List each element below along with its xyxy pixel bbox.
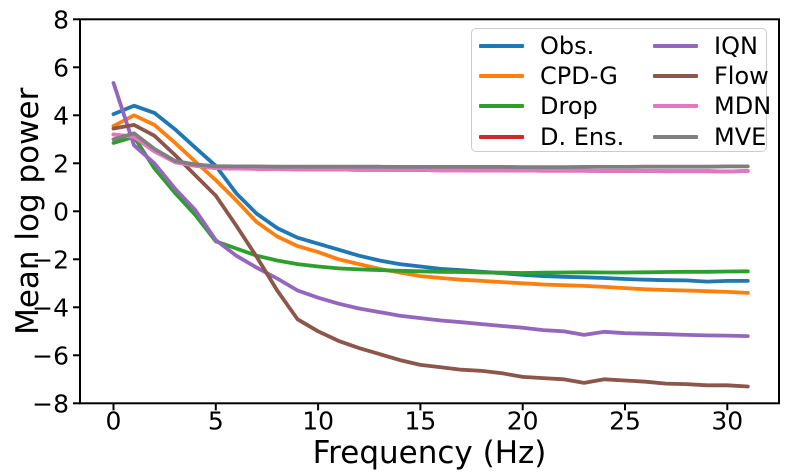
legend-line-swatch-mve <box>653 134 698 139</box>
legend-line-swatch-mdn <box>653 104 698 109</box>
legend-item-flow: Flow <box>653 64 771 88</box>
legend-label: IQN <box>714 32 758 61</box>
y-axis-label: Mean log power <box>10 87 46 334</box>
x-axis-label: Frequency (Hz) <box>313 435 547 471</box>
y-tick-label: 8 <box>53 5 69 34</box>
legend: Obs. CPD-G Drop D. Ens. IQN Flow MDN MVE <box>471 28 771 152</box>
legend-line-swatch-obs <box>479 44 524 49</box>
y-axis-ticks: −8 −6 −4 −2 0 2 4 6 8 <box>32 5 80 418</box>
legend-label: Drop <box>540 92 598 121</box>
series-line-flow <box>111 123 750 389</box>
x-tick-label: 5 <box>208 406 224 435</box>
y-tick-label: −8 <box>32 389 69 418</box>
y-tick-label: 2 <box>53 149 69 178</box>
series-line-cpd-g <box>111 113 750 295</box>
x-tick-label: 25 <box>609 406 641 435</box>
y-tick-label: −4 <box>32 293 69 322</box>
legend-label: Flow <box>714 62 769 91</box>
y-tick-label: −2 <box>32 245 69 274</box>
legend-item-iqn: IQN <box>653 34 771 58</box>
x-axis-ticks: 0 5 10 15 20 25 30 <box>106 403 743 435</box>
x-tick-label: 30 <box>711 406 743 435</box>
legend-label: CPD-G <box>540 62 618 91</box>
legend-line-swatch-drop <box>479 104 524 109</box>
x-tick-label: 0 <box>106 406 122 435</box>
series-line-iqn <box>111 81 750 339</box>
x-tick-label: 15 <box>404 406 436 435</box>
legend-item-obs: Obs. <box>479 34 653 58</box>
legend-line-swatch-iqn <box>653 44 698 49</box>
axes-frame <box>79 18 780 405</box>
series-line-mve <box>111 131 750 170</box>
legend-label: MDN <box>714 92 772 121</box>
series-line-obs <box>111 103 750 284</box>
legend-item-drop: Drop <box>479 94 653 118</box>
y-tick-label: 6 <box>53 53 69 82</box>
legend-label: Obs. <box>540 32 595 61</box>
x-tick-label: 20 <box>507 406 539 435</box>
x-tick-label: 10 <box>302 406 334 435</box>
y-tick-label: −6 <box>32 341 69 370</box>
legend-line-swatch-cpd-g <box>479 74 524 79</box>
legend-item-mve: MVE <box>653 125 771 149</box>
legend-item-d-ens: D. Ens. <box>479 125 653 149</box>
legend-label: D. Ens. <box>540 122 625 151</box>
legend-line-swatch-d-ens <box>479 134 524 139</box>
legend-label: MVE <box>714 122 767 151</box>
y-tick-label: 4 <box>53 101 69 130</box>
y-tick-label: 0 <box>53 197 69 226</box>
legend-item-cpd-g: CPD-G <box>479 64 653 88</box>
legend-item-mdn: MDN <box>653 94 771 118</box>
legend-line-swatch-flow <box>653 74 698 79</box>
series-line-mdn <box>111 132 750 174</box>
series-lines <box>111 81 750 389</box>
